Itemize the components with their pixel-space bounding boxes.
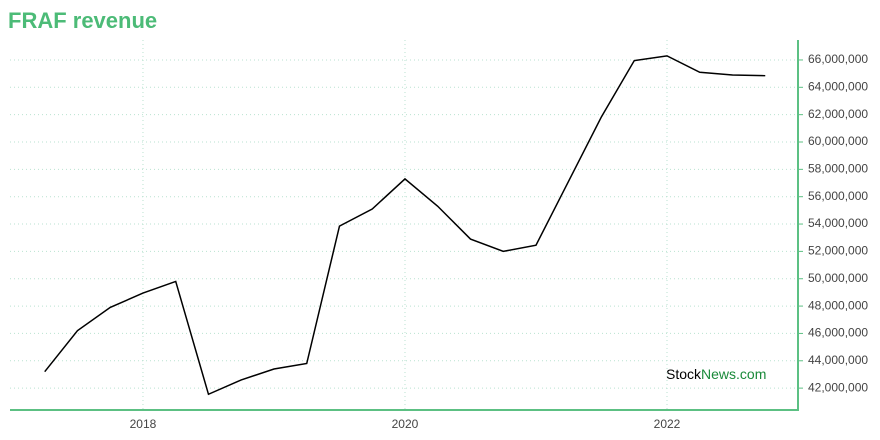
y-tick-label: 46,000,000 — [808, 326, 868, 340]
y-tick-label: 62,000,000 — [808, 107, 868, 121]
watermark-part: Stock — [666, 366, 702, 382]
y-tick-label: 52,000,000 — [808, 244, 868, 258]
series-line — [44, 55, 766, 396]
y-tick-label: 50,000,000 — [808, 271, 868, 285]
watermark-part: News.com — [701, 366, 766, 382]
y-tick-label: 66,000,000 — [808, 52, 868, 66]
x-tick-label: 2020 — [392, 417, 419, 431]
y-tick-label: 44,000,000 — [808, 353, 868, 367]
y-tick-label: 56,000,000 — [808, 189, 868, 203]
chart-title: FRAF revenue — [8, 8, 157, 33]
x-tick-label: 2022 — [654, 417, 681, 431]
watermark: StockNews.com — [666, 366, 766, 382]
y-tick-label: 60,000,000 — [808, 134, 868, 148]
y-tick-label: 64,000,000 — [808, 79, 868, 93]
y-tick-label: 48,000,000 — [808, 298, 868, 312]
y-tick-label: 54,000,000 — [808, 216, 868, 230]
x-tick-label: 2018 — [130, 417, 157, 431]
y-tick-label: 58,000,000 — [808, 162, 868, 176]
y-tick-label: 42,000,000 — [808, 380, 868, 394]
